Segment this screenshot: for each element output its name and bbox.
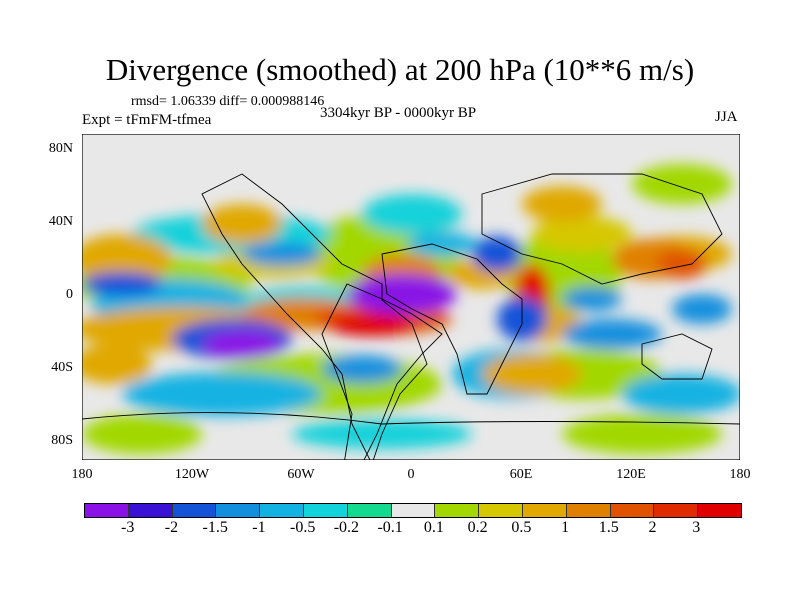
colorbar-swatch bbox=[566, 504, 611, 517]
contour-region bbox=[532, 216, 632, 252]
colorbar-swatch bbox=[435, 504, 480, 517]
contour-region bbox=[82, 272, 162, 296]
colorbar-label: 2 bbox=[648, 519, 657, 536]
y-tick-0: 0 bbox=[66, 287, 73, 302]
colorbar-swatch bbox=[522, 504, 567, 517]
coastlines bbox=[82, 173, 740, 460]
contour-region bbox=[562, 414, 722, 454]
x-tick-120w: 120W bbox=[174, 467, 210, 482]
contour-region bbox=[407, 232, 477, 256]
contour-region bbox=[672, 294, 732, 324]
x-tick-60e: 60E bbox=[509, 467, 533, 482]
colorbar-swatch bbox=[654, 504, 699, 517]
divergence-map bbox=[82, 134, 740, 460]
colorbar-swatch bbox=[347, 504, 392, 517]
experiment-label: Expt = tFmFM-tfmea bbox=[82, 112, 212, 128]
y-tick-40n: 40N bbox=[48, 214, 73, 229]
colorbar-label: 1.5 bbox=[598, 519, 619, 536]
contour-region bbox=[482, 354, 582, 394]
colorbar-swatch bbox=[260, 504, 304, 517]
y-tick-40s: 40S bbox=[51, 360, 73, 375]
contour-region bbox=[122, 372, 322, 416]
contour-region bbox=[202, 204, 282, 244]
contour-region bbox=[522, 186, 602, 222]
colorbar-label: -2 bbox=[164, 519, 179, 536]
colorbar-label: 0.1 bbox=[423, 519, 444, 536]
colorbar-swatch bbox=[303, 504, 348, 517]
contour-region bbox=[327, 312, 417, 336]
contour-region bbox=[657, 249, 707, 279]
contour-region bbox=[82, 344, 152, 384]
contour-region bbox=[362, 194, 462, 234]
x-tick-120e: 120E bbox=[616, 467, 646, 482]
contour-region bbox=[322, 355, 402, 383]
colorbar-label: -1.5 bbox=[202, 519, 228, 536]
period-label: 3304kyr BP - 0000kyr BP bbox=[320, 105, 477, 121]
colorbar-label: -0.1 bbox=[377, 519, 403, 536]
colorbar-label: -1 bbox=[252, 519, 266, 536]
y-tick-80s: 80S bbox=[51, 433, 73, 448]
contour-region bbox=[562, 319, 662, 349]
colorbar bbox=[84, 503, 742, 518]
contour-region bbox=[632, 164, 732, 204]
x-tick-180e: 180 bbox=[729, 467, 751, 482]
colorbar-swatch bbox=[698, 504, 741, 517]
x-tick-60w: 60W bbox=[287, 467, 315, 482]
contour-region bbox=[82, 234, 172, 284]
colorbar-swatch bbox=[172, 504, 217, 517]
colorbar-swatch bbox=[391, 504, 436, 517]
plot-title: Divergence (smoothed) at 200 hPa (10**6 … bbox=[105, 52, 695, 87]
colorbar-swatch bbox=[610, 504, 655, 517]
colorbar-label: 0.5 bbox=[511, 519, 532, 536]
colorbar-label: 0.2 bbox=[467, 519, 488, 536]
contour-region bbox=[622, 374, 740, 414]
colorbar-swatch bbox=[216, 504, 261, 517]
contour-region bbox=[472, 236, 522, 272]
colorbar-swatch bbox=[479, 504, 523, 517]
x-tick-180w: 180 bbox=[71, 467, 93, 482]
colorbar-label: -3 bbox=[121, 519, 135, 536]
contour-region bbox=[202, 330, 282, 358]
colorbar-label: 3 bbox=[692, 519, 701, 536]
colorbar-swatch bbox=[85, 504, 129, 517]
season-label: JJA bbox=[715, 109, 738, 125]
x-tick-0: 0 bbox=[407, 467, 415, 482]
contour-region bbox=[562, 287, 622, 311]
colorbar-label: -0.5 bbox=[289, 519, 316, 536]
colorbar-swatch bbox=[128, 504, 173, 517]
colorbar-label: 1 bbox=[561, 519, 570, 536]
y-tick-80n: 80N bbox=[48, 141, 73, 156]
colorbar-label: -0.2 bbox=[333, 519, 360, 536]
stats-text: rmsd= 1.06339 diff= 0.000988146 bbox=[131, 94, 325, 109]
contour-region bbox=[82, 414, 202, 454]
contour-region bbox=[242, 242, 322, 266]
